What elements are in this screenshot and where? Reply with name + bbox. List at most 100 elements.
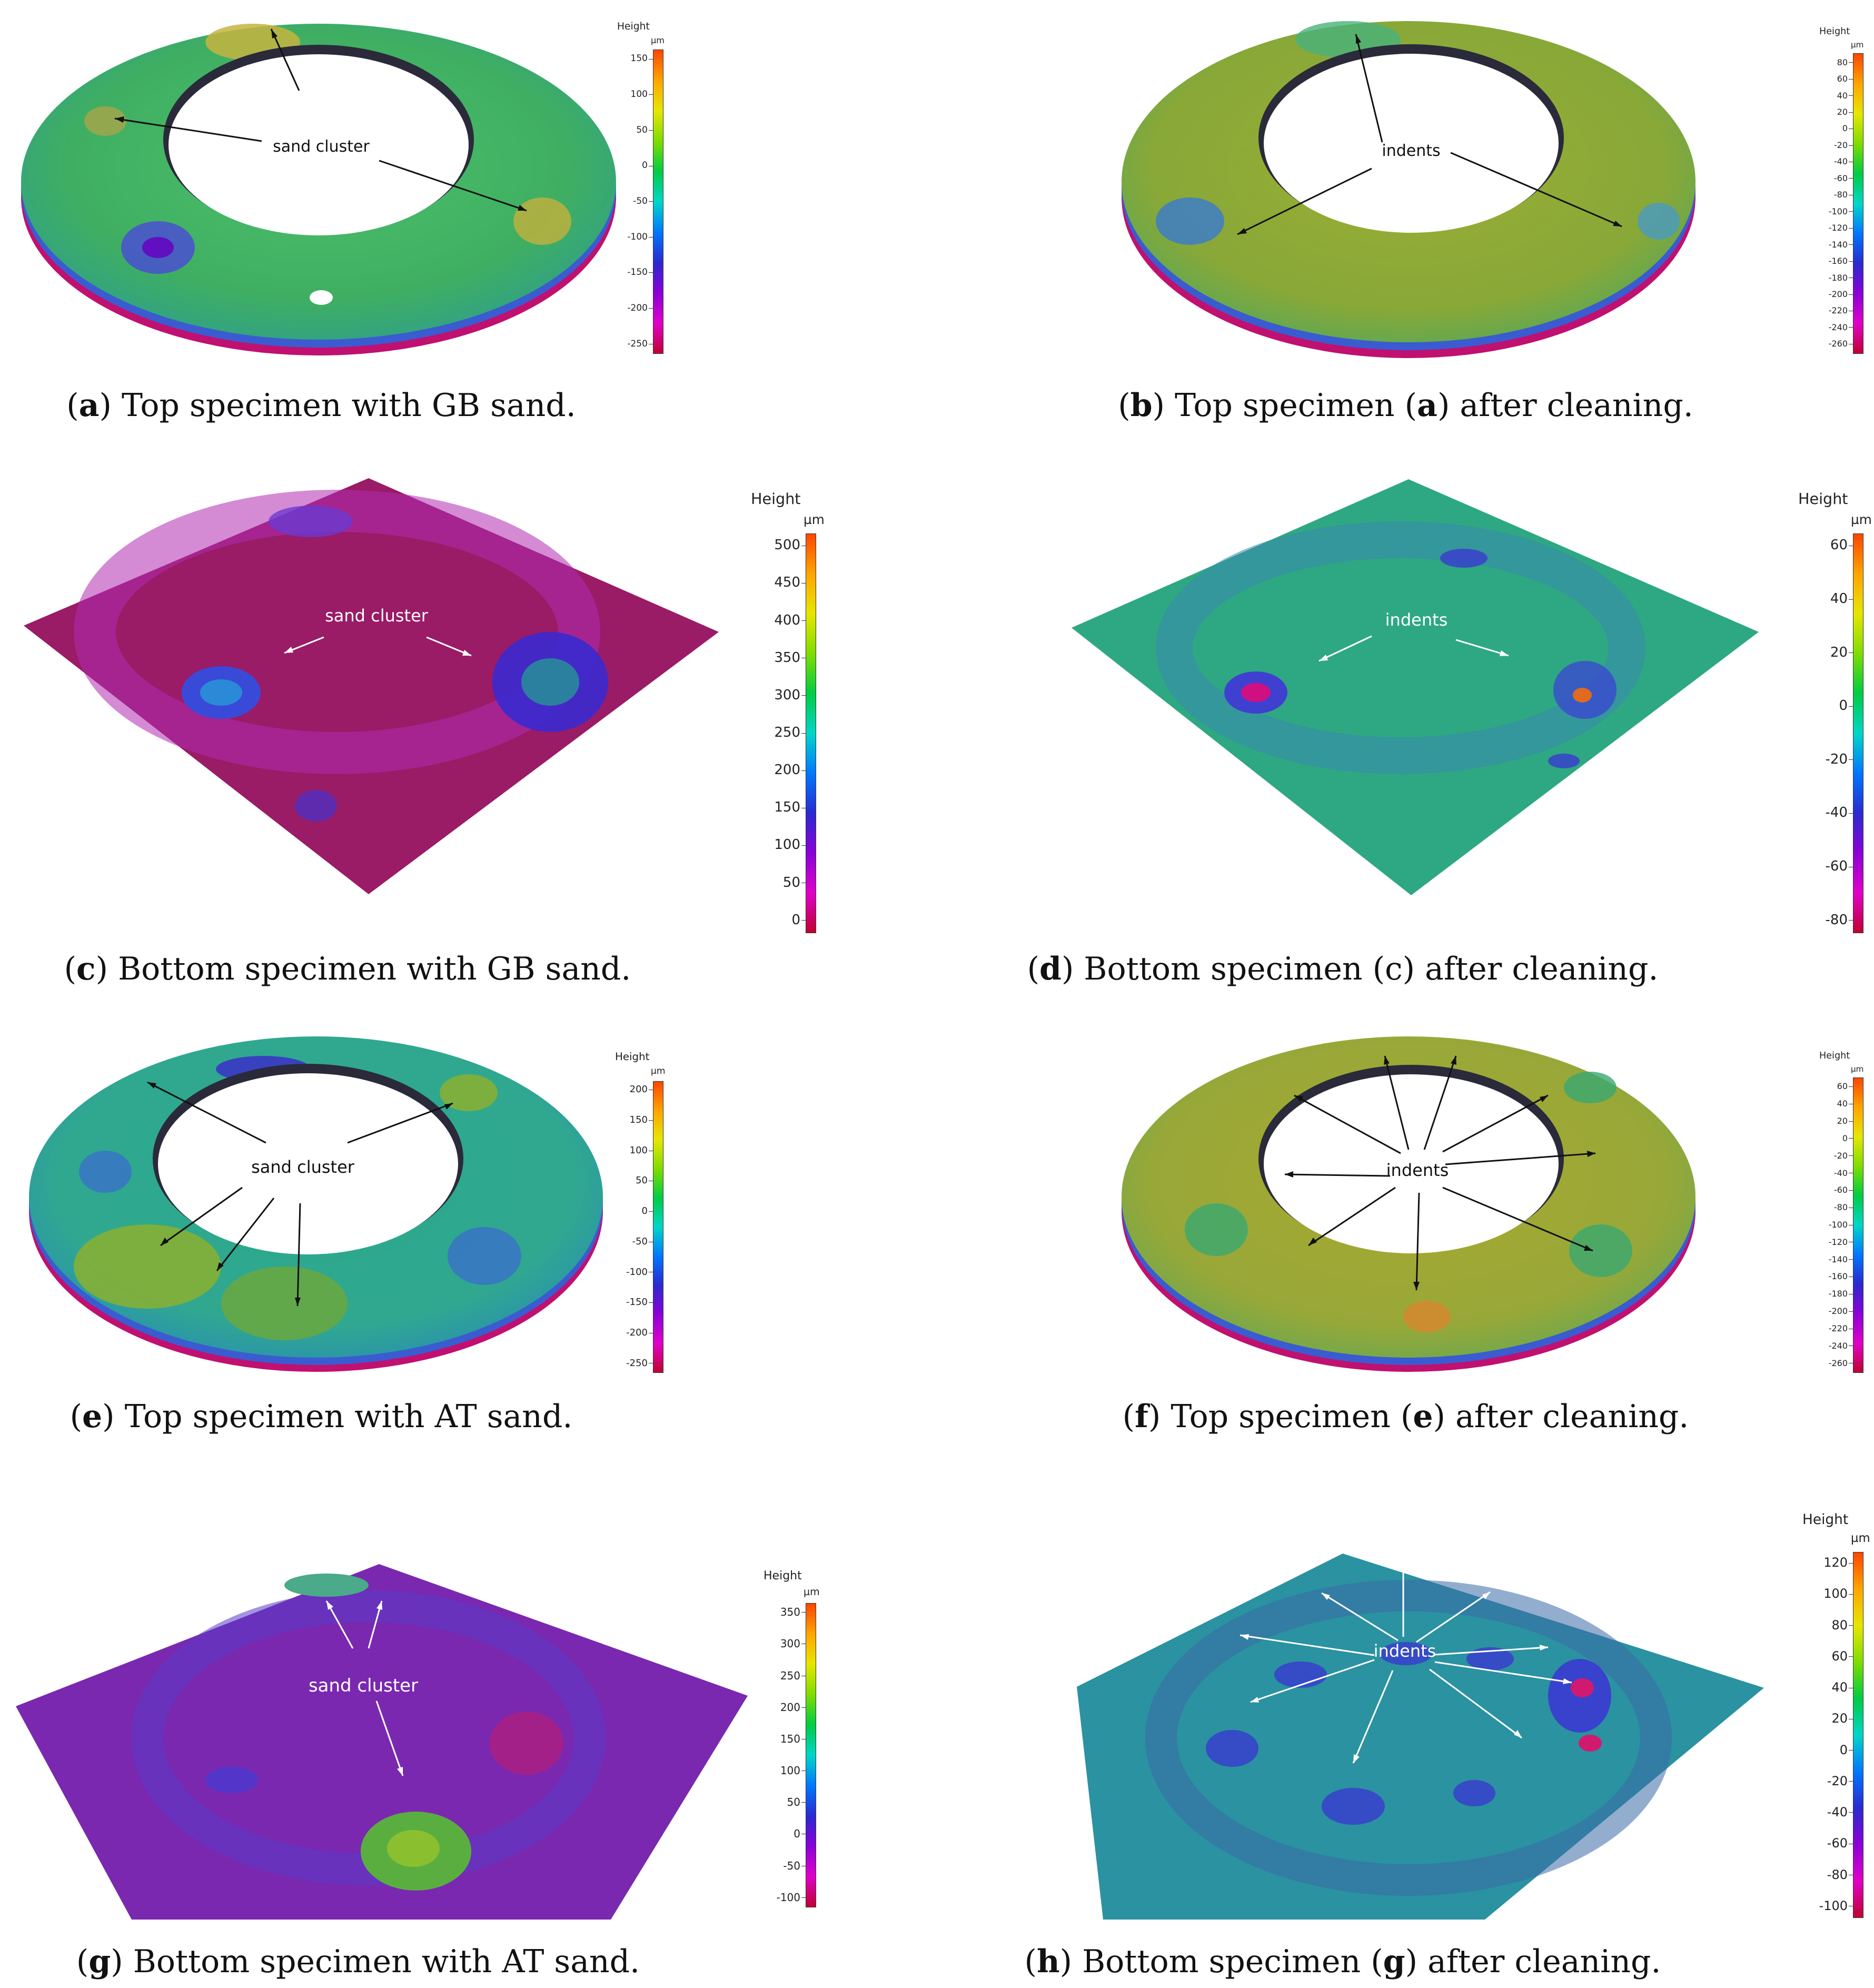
colorbar-tick [1849, 1562, 1853, 1564]
colorbar-tick-label: -100 [776, 1891, 800, 1904]
colorbar-tick-label: -40 [1825, 805, 1848, 821]
colorbar-title: Height [1802, 1511, 1849, 1528]
caption-a: (a) Top specimen with GB sand. [66, 387, 576, 424]
colorbar-tick [1849, 1656, 1853, 1657]
specimen-e-render: sand cluster [29, 1036, 603, 1372]
specimen-g-render: sand cluster [16, 1564, 748, 1920]
colorbar-tick-label: -200 [1828, 1306, 1848, 1317]
colorbar-tick-label: 100 [629, 1144, 648, 1156]
colorbar-tick-label: 20 [1837, 1116, 1848, 1126]
colorbar-tick-label: -200 [1828, 289, 1848, 299]
colorbar-tick [1849, 759, 1853, 760]
colorbar-tick-label: 300 [780, 1637, 800, 1650]
colorbar-tick-label: -150 [627, 267, 648, 278]
colorbar-tick [1849, 327, 1853, 328]
colorbar-tick-label: 60 [1837, 74, 1848, 84]
colorbar-tick [1849, 78, 1853, 80]
colorbar-tick-label: 100 [780, 1764, 800, 1777]
colorbar-tick [801, 770, 806, 771]
colorbar-tick-label: -60 [1827, 1836, 1848, 1851]
colorbar-tick-label: 0 [794, 1827, 800, 1841]
colorbar-tick-label: -20 [1833, 1150, 1848, 1161]
colorbar-tick [1849, 1121, 1853, 1122]
colorbar-tick-label: 0 [1839, 1742, 1848, 1757]
colorbar-tick-label: 80 [1837, 57, 1848, 67]
colorbar-tick-label: 50 [782, 874, 800, 891]
colorbar-tick [1849, 1190, 1853, 1191]
specimen-f-render: indents [1122, 1036, 1695, 1372]
colorbar-gradient [653, 1081, 663, 1373]
colorbar-c: Height µm 500 450 400 350 300 250 200 150 100 50 0 [727, 490, 827, 937]
caption-g: (g) Bottom specimen with AT sand. [76, 1943, 640, 1980]
colorbar-tick-label: -260 [1828, 1358, 1848, 1368]
colorbar-tick-label: -220 [1828, 1323, 1848, 1333]
colorbar-tick-label: 20 [1830, 644, 1848, 660]
colorbar-tick-label: -80 [1827, 1867, 1848, 1882]
colorbar-tick-label: -20 [1825, 751, 1848, 767]
colorbar-tick [1849, 1138, 1853, 1139]
colorbar-tick-label: -60 [1833, 173, 1848, 183]
panel-f: indents Height µm 60 40 20 0 -20 -40 -60 -80 -100 -… [937, 1030, 1874, 1461]
colorbar-unit: µm [1851, 1531, 1870, 1546]
annotation-sand-cluster-g: sand cluster [309, 1675, 418, 1696]
colorbar-tick-label: -180 [1828, 1289, 1848, 1299]
colorbar-tick-label: -250 [626, 1357, 648, 1369]
colorbar-tick-label: 40 [1831, 1680, 1848, 1695]
colorbar-tick [801, 695, 806, 696]
colorbar-tick [1849, 228, 1853, 229]
colorbar-gradient [806, 533, 816, 933]
caption-h: (h) Bottom specimen (g) after cleaning. [1024, 1943, 1661, 1980]
colorbar-tick [1849, 244, 1853, 245]
colorbar-tick-label: -260 [1828, 339, 1848, 349]
colorbar-tick [1849, 920, 1853, 921]
colorbar-f: Height µm 60 40 20 0 -20 -40 -60 -80 -100 -120 -140 -… [1806, 1051, 1874, 1377]
colorbar-tick-label: -140 [1828, 1254, 1848, 1264]
specimen-a-render: sand cluster [21, 24, 616, 355]
colorbar-tick-label: 50 [636, 124, 648, 135]
colorbar-tick-label: 40 [1837, 1099, 1848, 1109]
colorbar-title: Height [615, 1051, 650, 1063]
colorbar-tick [649, 236, 653, 238]
colorbar-tick [1849, 1155, 1853, 1156]
colorbar-title: Height [1798, 490, 1848, 508]
colorbar-tick-label: 100 [774, 837, 800, 853]
colorbar-tick-label: 500 [774, 537, 800, 553]
colorbar-tick-label: 150 [629, 1114, 648, 1126]
colorbar-e: Height µm 200 150 100 50 0 -50 -100 -150 -200 -250 [579, 1051, 674, 1377]
colorbar-tick [1849, 599, 1853, 600]
colorbar-tick-label: -160 [1828, 1271, 1848, 1282]
colorbar-tick [649, 94, 653, 95]
colorbar-gradient [1853, 53, 1863, 354]
colorbar-h: Height µm 120 100 80 60 40 20 0 -20 -40 -60 -80 -100 [1780, 1511, 1874, 1922]
colorbar-tick-label: -120 [1828, 1237, 1848, 1247]
colorbar-tick-label: -100 [1819, 1898, 1848, 1913]
colorbar-tick [801, 620, 806, 621]
colorbar-tick-label: 40 [1837, 90, 1848, 101]
colorbar-tick-label: 300 [774, 687, 800, 703]
colorbar-gradient [1853, 1551, 1863, 1918]
colorbar-tick [649, 1120, 653, 1121]
colorbar-title: Height [617, 21, 650, 32]
panel-c: sand cluster Height µm 500 450 400 350 300 250 2… [0, 474, 937, 1001]
colorbar-tick-label: 50 [636, 1175, 648, 1186]
panel-g: sand cluster Height µm 350 300 250 200 150 100 5… [0, 1527, 937, 1988]
colorbar-tick-label: -20 [1833, 140, 1848, 150]
specimen-d-render: indents [1072, 479, 1759, 895]
colorbar-tick [1849, 813, 1853, 814]
colorbar-tick-label: -50 [783, 1859, 800, 1872]
specimen-b-render: indents [1122, 21, 1695, 358]
colorbar-tick-label: 0 [791, 912, 800, 928]
colorbar-tick-label: -40 [1833, 156, 1848, 167]
colorbar-tick [1849, 261, 1853, 262]
caption-f: (f) Top specimen (e) after cleaning. [1122, 1398, 1689, 1435]
colorbar-tick [1849, 1625, 1853, 1626]
colorbar-tick-label: -100 [626, 1266, 648, 1278]
colorbar-tick [1849, 178, 1853, 179]
colorbar-gradient [653, 50, 663, 354]
colorbar-tick-label: 0 [642, 160, 648, 171]
colorbar-tick [801, 733, 806, 734]
colorbar-tick-label: 200 [774, 762, 800, 778]
colorbar-tick-label: -100 [627, 231, 648, 242]
colorbar-tick [649, 130, 653, 131]
colorbar-tick-label: -100 [1828, 206, 1848, 216]
